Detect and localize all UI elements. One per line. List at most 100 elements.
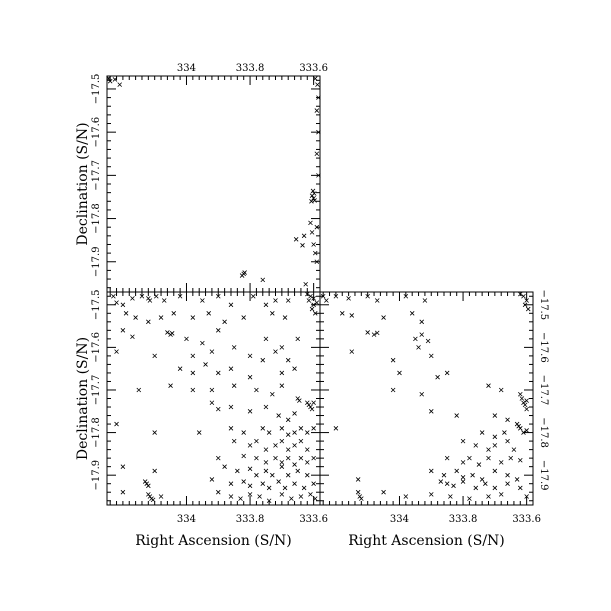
data-point [279, 426, 285, 431]
data-point [263, 336, 269, 342]
panel-bottom-left: 334 333.8 333.6 −17.9 −17.8 −17.7 −17.6 −17.5 Ri… [75, 289, 328, 549]
data-point [306, 298, 312, 303]
data-point [438, 479, 444, 484]
data-point [152, 430, 157, 435]
data-point [511, 447, 517, 452]
data-point [184, 336, 189, 342]
data-point [498, 492, 504, 497]
data-point [241, 453, 246, 459]
data-point [521, 293, 526, 299]
data-point [209, 400, 215, 406]
data-point [250, 293, 256, 299]
data-point [460, 460, 466, 465]
data-point [228, 426, 234, 431]
data-point [311, 481, 316, 486]
data-point [310, 188, 316, 194]
data-point [349, 313, 355, 318]
data-point [381, 489, 386, 495]
y-tick-label: −17.6 [538, 332, 549, 363]
data-point [333, 293, 339, 299]
data-point [479, 477, 485, 482]
data-point [130, 296, 135, 301]
x-axis-label: Right Ascension (S/N) [348, 533, 505, 549]
data-point [476, 462, 482, 467]
data-point [305, 291, 310, 297]
data-point [311, 400, 316, 406]
data-point [247, 492, 253, 497]
data-point [295, 336, 301, 342]
data-point [311, 455, 316, 461]
data-point [107, 78, 113, 84]
data-point [292, 430, 297, 435]
data-point [312, 76, 318, 81]
data-point [285, 298, 291, 303]
data-point [215, 370, 221, 376]
data-point [215, 293, 221, 299]
data-point [311, 296, 316, 301]
data-point [177, 366, 183, 371]
data-point [292, 411, 297, 416]
data-point [514, 477, 520, 482]
data-point [309, 230, 315, 235]
y-tick-label: −17.6 [91, 332, 102, 363]
data-point [260, 426, 266, 431]
data-point [266, 485, 272, 491]
y-tick-label: −17.9 [538, 460, 549, 491]
data-point [374, 330, 380, 336]
data-point [279, 460, 285, 465]
data-point [309, 198, 314, 204]
data-point [460, 475, 466, 480]
data-point [505, 417, 510, 423]
data-point [273, 455, 278, 461]
data-point [479, 430, 485, 435]
data-point [190, 370, 196, 376]
data-point [114, 300, 119, 305]
data-point [147, 298, 153, 303]
data-point [298, 455, 304, 461]
data-point [428, 492, 434, 497]
data-point [518, 485, 523, 491]
data-point [231, 345, 237, 350]
data-point [502, 430, 507, 435]
x-tick-label: 334 [390, 514, 409, 525]
data-point [409, 311, 415, 316]
data-point [305, 460, 310, 465]
data-point [428, 408, 434, 414]
data-point [247, 466, 253, 472]
data-point [200, 298, 205, 303]
data-point [346, 296, 351, 301]
data-point [311, 426, 316, 431]
data-point [270, 311, 275, 316]
data-point [454, 413, 459, 418]
data-point [263, 404, 269, 410]
data-point [505, 438, 510, 444]
data-point [460, 438, 466, 444]
data-point [146, 319, 151, 325]
x-tick-label: 334 [177, 514, 196, 525]
data-point [190, 353, 196, 359]
y-tick-label: −17.8 [91, 203, 102, 234]
data-point [293, 237, 299, 242]
data-point [359, 496, 364, 501]
y-tick-label: −17.7 [91, 160, 102, 191]
data-point [273, 298, 278, 303]
data-point [171, 311, 177, 316]
data-point [266, 430, 272, 435]
data-point [242, 270, 247, 275]
data-point [467, 455, 472, 461]
data-point [413, 336, 418, 342]
y-tick-label: −17.6 [91, 117, 102, 148]
data-point [276, 413, 281, 418]
data-point [279, 492, 285, 497]
data-point [486, 455, 491, 461]
data-point [486, 494, 491, 499]
data-point [241, 479, 246, 484]
data-point [228, 366, 234, 371]
data-point [263, 460, 269, 465]
data-point [114, 349, 119, 354]
data-point [451, 483, 456, 489]
data-point [292, 481, 297, 486]
data-point [247, 374, 253, 380]
data-point [333, 426, 339, 431]
